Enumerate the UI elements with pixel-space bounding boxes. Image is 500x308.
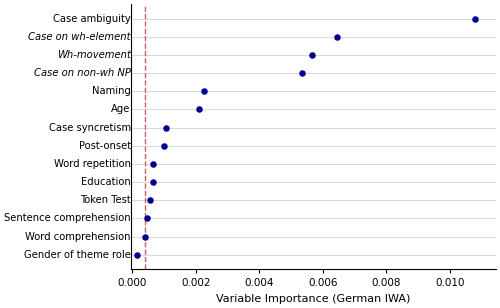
Text: Word repetition: Word repetition bbox=[54, 159, 131, 169]
X-axis label: Variable Importance (German IWA): Variable Importance (German IWA) bbox=[216, 294, 410, 304]
Point bbox=[149, 161, 157, 166]
Point bbox=[142, 216, 150, 221]
Text: Token Test: Token Test bbox=[80, 195, 131, 205]
Point bbox=[146, 198, 154, 203]
Text: Gender of theme role: Gender of theme role bbox=[24, 250, 131, 260]
Text: Word comprehension: Word comprehension bbox=[26, 232, 131, 241]
Text: Education: Education bbox=[81, 177, 131, 187]
Text: Age: Age bbox=[112, 104, 131, 115]
Text: Case on wh-element: Case on wh-element bbox=[28, 32, 131, 42]
Point bbox=[160, 143, 168, 148]
Text: Case syncretism: Case syncretism bbox=[48, 123, 131, 133]
Point bbox=[195, 107, 203, 112]
Point bbox=[149, 180, 157, 184]
Point bbox=[308, 53, 316, 58]
Text: Case on non-wh NP: Case on non-wh NP bbox=[34, 68, 131, 78]
Point bbox=[162, 125, 170, 130]
Text: Post-onset: Post-onset bbox=[78, 141, 131, 151]
Point bbox=[333, 34, 341, 39]
Point bbox=[471, 16, 479, 21]
Point bbox=[298, 71, 306, 76]
Text: Wh-movement: Wh-movement bbox=[57, 50, 131, 60]
Point bbox=[141, 234, 149, 239]
Point bbox=[200, 89, 208, 94]
Point bbox=[133, 252, 141, 257]
Text: Sentence comprehension: Sentence comprehension bbox=[4, 213, 131, 223]
Text: Case ambiguity: Case ambiguity bbox=[53, 14, 131, 24]
Text: Naming: Naming bbox=[92, 86, 131, 96]
